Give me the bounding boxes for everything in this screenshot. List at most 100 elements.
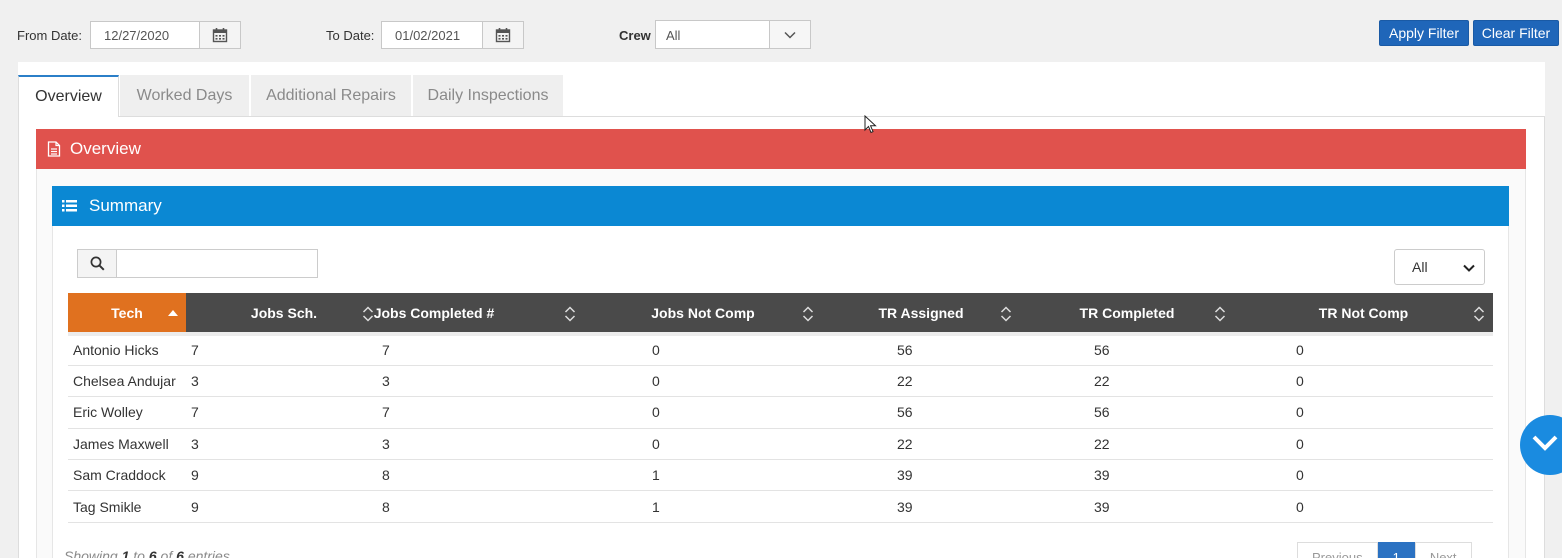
jobs-not-comp-cell: 0	[584, 331, 822, 366]
tr-assigned-cell: 56	[822, 331, 1020, 366]
tr-assigned-cell: 39	[822, 490, 1020, 523]
column-header-tr-completed[interactable]: TR Completed	[1020, 293, 1234, 334]
cursor-icon	[864, 114, 877, 140]
jobs-completed-cell: 8	[382, 490, 584, 523]
table-row[interactable]: Tag Smikle 9 8 1 39 39 0	[68, 490, 1493, 523]
calendar-icon[interactable]	[199, 22, 240, 48]
jobs-completed-cell: 3	[382, 428, 584, 461]
jobs-completed-cell: 8	[382, 459, 584, 492]
previous-page-button[interactable]: Previous	[1297, 542, 1378, 558]
tr-completed-cell: 56	[1020, 396, 1234, 429]
tech-cell: Tag Smikle	[68, 490, 186, 523]
tr-completed-cell: 39	[1020, 459, 1234, 492]
tr-assigned-cell: 22	[822, 428, 1020, 461]
chevron-down-icon[interactable]	[1463, 259, 1475, 275]
to-date-value[interactable]: 01/02/2021	[395, 28, 461, 43]
summary-table: Tech Jobs Sch. Jobs Completed # Jobs Not…	[68, 293, 1493, 523]
summary-header: Summary	[52, 186, 1509, 226]
tr-completed-cell: 22	[1020, 428, 1234, 461]
summary-title: Summary	[89, 196, 162, 215]
jobs-not-comp-cell: 0	[584, 428, 822, 461]
page-1-button[interactable]: 1	[1377, 542, 1415, 558]
pagination: Previous 1 Next	[1297, 542, 1472, 558]
tech-cell: Chelsea Andujar	[68, 365, 186, 398]
tr-assigned-cell: 22	[822, 365, 1020, 398]
crew-select-value[interactable]: All	[666, 28, 681, 43]
table-info: Showing 1 to 6 of 6 entries	[64, 548, 230, 558]
crew-label: Crew	[619, 28, 651, 43]
tab-bar: Overview Worked Days Additional Repairs …	[18, 75, 1545, 117]
jobs-completed-cell: 3	[382, 365, 584, 398]
jobs-sch-cell: 7	[186, 396, 382, 429]
list-icon	[62, 200, 77, 212]
showing-suffix: entries	[187, 548, 230, 558]
sort-icon[interactable]	[362, 306, 374, 322]
next-page-button[interactable]: Next	[1414, 542, 1472, 558]
main-panel: Overview Worked Days Additional Repairs …	[18, 62, 1545, 558]
crew-select[interactable]: All	[655, 20, 811, 49]
jobs-not-comp-cell: 1	[584, 490, 822, 523]
sort-icon[interactable]	[1000, 306, 1012, 322]
tech-cell: James Maxwell	[68, 428, 186, 461]
showing-total: 6	[176, 548, 184, 558]
search-icon[interactable]	[78, 250, 117, 277]
showing-to: 6	[148, 548, 157, 558]
clear-filter-button[interactable]: Clear Filter	[1473, 20, 1559, 46]
table-row[interactable]: Chelsea Andujar 3 3 0 22 22 0	[68, 365, 1493, 398]
page-size-select[interactable]: All	[1394, 249, 1485, 285]
tr-completed-cell: 22	[1020, 365, 1234, 398]
calendar-icon[interactable]	[482, 22, 523, 48]
tr-not-comp-cell: 0	[1234, 490, 1493, 523]
table-search[interactable]	[77, 249, 318, 278]
showing-prefix: Showing	[64, 548, 118, 558]
from-date-value[interactable]: 12/27/2020	[104, 28, 170, 43]
sort-icon[interactable]	[564, 306, 576, 322]
document-icon	[47, 141, 61, 157]
tab-divider	[119, 116, 1545, 117]
chevron-down-icon[interactable]	[1532, 435, 1558, 456]
column-header-jobs-not-comp[interactable]: Jobs Not Comp	[584, 293, 822, 334]
showing-of-word: of	[160, 548, 173, 558]
column-header-tr-assigned[interactable]: TR Assigned	[822, 293, 1020, 334]
tab-additional-repairs[interactable]: Additional Repairs	[251, 75, 411, 117]
to-date-label: To Date:	[326, 28, 375, 43]
sort-icon[interactable]	[802, 306, 814, 322]
showing-to-word: to	[133, 548, 145, 558]
column-header-jobs-sch[interactable]: Jobs Sch.	[186, 293, 382, 334]
tr-not-comp-cell: 0	[1234, 428, 1493, 461]
tab-overview[interactable]: Overview	[18, 75, 119, 117]
scroll-down-button[interactable]	[1520, 415, 1562, 475]
tech-cell: Antonio Hicks	[68, 331, 186, 366]
jobs-not-comp-cell: 0	[584, 396, 822, 429]
table-row[interactable]: James Maxwell 3 3 0 22 22 0	[68, 428, 1493, 461]
table-row[interactable]: Antonio Hicks 7 7 0 56 56 0	[68, 331, 1493, 366]
tr-not-comp-cell: 0	[1234, 365, 1493, 398]
page-size-value[interactable]: All	[1412, 259, 1428, 275]
chevron-down-icon[interactable]	[769, 21, 810, 48]
search-input[interactable]	[117, 250, 317, 277]
to-date-field[interactable]: 01/02/2021	[381, 21, 524, 49]
sort-asc-icon[interactable]	[168, 310, 178, 316]
table-row[interactable]: Eric Wolley 7 7 0 56 56 0	[68, 396, 1493, 429]
table-row[interactable]: Sam Craddock 9 8 1 39 39 0	[68, 459, 1493, 492]
sort-icon[interactable]	[1214, 306, 1226, 322]
sort-icon[interactable]	[1473, 306, 1485, 322]
jobs-sch-cell: 7	[186, 331, 382, 366]
column-header-jobs-completed[interactable]: Jobs Completed #	[374, 293, 584, 334]
jobs-completed-cell: 7	[382, 331, 584, 366]
tab-worked-days[interactable]: Worked Days	[120, 75, 249, 117]
jobs-sch-cell: 3	[186, 365, 382, 398]
tech-cell: Sam Craddock	[68, 459, 186, 492]
from-date-field[interactable]: 12/27/2020	[90, 21, 241, 49]
tab-daily-inspections[interactable]: Daily Inspections	[413, 75, 563, 117]
jobs-not-comp-cell: 1	[584, 459, 822, 492]
column-header-tr-not-comp[interactable]: TR Not Comp	[1234, 293, 1493, 334]
tr-assigned-cell: 39	[822, 459, 1020, 492]
filter-bar: From Date: 12/27/2020 To Date: 01/02/202…	[0, 0, 1562, 62]
tr-not-comp-cell: 0	[1234, 396, 1493, 429]
jobs-sch-cell: 3	[186, 428, 382, 461]
column-header-tech[interactable]: Tech	[68, 293, 186, 334]
tech-cell: Eric Wolley	[68, 396, 186, 429]
jobs-completed-cell: 7	[382, 396, 584, 429]
apply-filter-button[interactable]: Apply Filter	[1379, 20, 1469, 46]
